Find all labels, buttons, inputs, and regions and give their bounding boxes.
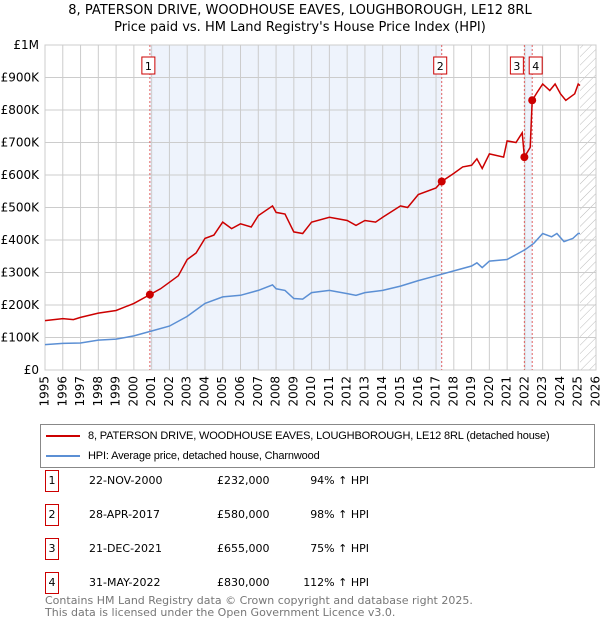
x-tick-label: 2026 — [589, 376, 600, 407]
transaction-date: 22-NOV-2000 — [89, 474, 163, 487]
transaction-hpi: 94% ↑ HPI — [310, 474, 369, 487]
series-line — [44, 232, 580, 346]
series-line — [44, 82, 581, 322]
transaction-number: 1 — [45, 470, 59, 492]
transaction-date: 28-APR-2017 — [89, 508, 161, 521]
x-tick-label: 2001 — [144, 376, 158, 407]
legend-label: HPI: Average price, detached house, Char… — [88, 450, 320, 462]
x-tick-label: 2004 — [197, 376, 211, 407]
x-tick-label: 2011 — [322, 376, 336, 407]
x-tick-label: 2024 — [553, 376, 567, 407]
y-tick-label: £100K — [1, 331, 41, 345]
x-tick-label: 1998 — [91, 376, 105, 407]
transaction-hpi: 98% ↑ HPI — [310, 508, 369, 521]
sale-point — [520, 153, 529, 162]
y-tick-label: £400K — [1, 233, 41, 247]
legend-swatch — [46, 455, 80, 457]
x-tick-label: 2020 — [482, 376, 496, 407]
transaction-row: 3 21-DEC-2021 £655,000 75% ↑ HPI — [45, 538, 445, 560]
x-tick-label: 2015 — [393, 376, 407, 407]
x-tick-label: 2016 — [411, 376, 425, 407]
x-tick-label: 1996 — [55, 376, 69, 407]
x-tick-label: 2023 — [535, 376, 549, 407]
legend-label: 8, PATERSON DRIVE, WOODHOUSE EAVES, LOUG… — [88, 430, 550, 442]
transaction-price: £655,000 — [217, 542, 270, 555]
y-tick-label: £1M — [13, 38, 39, 52]
sale-label: 2 — [437, 60, 444, 73]
y-tick-label: £0 — [24, 363, 39, 377]
legend-item-property: 8, PATERSON DRIVE, WOODHOUSE EAVES, LOUG… — [41, 427, 594, 445]
y-tick-label: £600K — [1, 168, 41, 182]
sale-label-box — [509, 56, 524, 75]
x-tick-label: 2021 — [500, 376, 514, 407]
x-tick-label: 2012 — [340, 376, 354, 407]
chart-subtitle: Price paid vs. HM Land Registry's House … — [114, 20, 486, 35]
transaction-price: £232,000 — [217, 474, 270, 487]
sale-point — [528, 96, 537, 105]
x-tick-label: 2006 — [233, 376, 247, 407]
x-tick-label: 2014 — [375, 376, 389, 407]
transaction-date: 21-DEC-2021 — [89, 542, 163, 555]
x-tick-label: 2008 — [269, 376, 283, 407]
transaction-hpi: 75% ↑ HPI — [310, 542, 369, 555]
transaction-price: £830,000 — [217, 576, 270, 589]
x-tick-label: 2003 — [180, 376, 194, 407]
sale-label-box — [433, 56, 448, 75]
x-tick-label: 1995 — [38, 376, 52, 407]
sale-point — [437, 177, 446, 186]
x-tick-label: 1999 — [109, 376, 123, 407]
x-tick-label: 2017 — [429, 376, 443, 407]
sale-label-box — [528, 56, 543, 75]
chart-title: 8, PATERSON DRIVE, WOODHOUSE EAVES, LOUG… — [68, 3, 532, 18]
x-tick-label: 2010 — [304, 376, 318, 407]
plot-frame — [44, 44, 597, 371]
footer-line: Contains HM Land Registry data © Crown c… — [45, 594, 473, 607]
x-tick-label: 2013 — [357, 376, 371, 407]
x-tick-label: 2022 — [517, 376, 531, 407]
x-tick-label: 2019 — [464, 376, 478, 407]
x-tick-label: 1997 — [73, 376, 87, 407]
transaction-hpi: 112% ↑ HPI — [303, 576, 369, 589]
sale-label: 1 — [145, 60, 152, 73]
x-tick-label: 2007 — [251, 376, 265, 407]
transaction-price: £580,000 — [217, 508, 270, 521]
x-tick-label: 2005 — [215, 376, 229, 407]
legend-item-hpi: HPI: Average price, detached house, Char… — [41, 447, 594, 465]
x-tick-label: 2002 — [162, 376, 176, 407]
y-tick-label: £900K — [1, 71, 41, 85]
transaction-number: 4 — [45, 572, 59, 594]
transaction-date: 31-MAY-2022 — [89, 576, 161, 589]
y-tick-label: £700K — [1, 136, 41, 150]
y-tick-label: £200K — [1, 298, 41, 312]
footer-line: This data is licensed under the Open Gov… — [45, 606, 396, 619]
transaction-number: 2 — [45, 504, 59, 526]
chart: 1995 1996 1997 1998 1999 2000 2001 2002 2003 2004… — [1, 38, 600, 407]
y-tick-label: £300K — [1, 266, 41, 280]
x-tick-label: 2025 — [571, 376, 585, 407]
legend: 8, PATERSON DRIVE, WOODHOUSE EAVES, LOUG… — [40, 424, 595, 468]
x-tick-label: 2009 — [286, 376, 300, 407]
sale-label: 3 — [513, 60, 520, 73]
footer: Contains HM Land Registry data © Crown c… — [45, 595, 473, 619]
transaction-number: 3 — [45, 538, 59, 560]
y-tick-label: £800K — [1, 103, 41, 117]
x-tick-label: 2018 — [446, 376, 460, 407]
sale-point — [145, 290, 154, 299]
sale-label: 4 — [532, 60, 539, 73]
transaction-row: 4 31-MAY-2022 £830,000 112% ↑ HPI — [45, 572, 445, 594]
sale-label-box — [141, 56, 156, 75]
x-tick-label: 2000 — [126, 376, 140, 407]
legend-swatch — [46, 435, 80, 437]
y-tick-label: £500K — [1, 201, 41, 215]
transaction-row: 2 28-APR-2017 £580,000 98% ↑ HPI — [45, 504, 445, 526]
transaction-row: 1 22-NOV-2000 £232,000 94% ↑ HPI — [45, 470, 445, 492]
